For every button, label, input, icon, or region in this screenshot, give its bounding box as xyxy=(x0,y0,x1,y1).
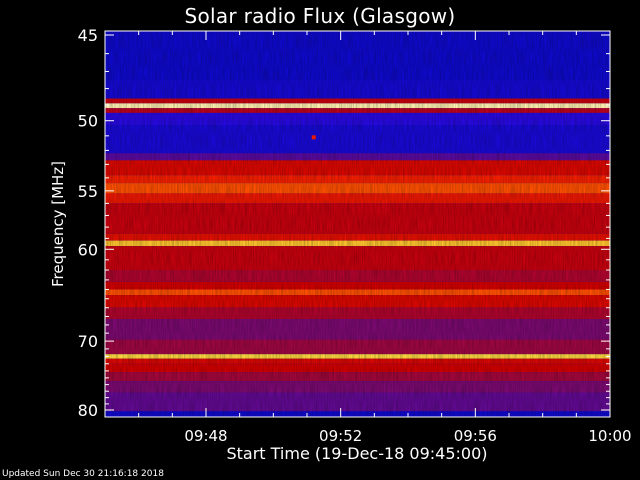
x-tick-label: 09:56 xyxy=(454,427,497,445)
chart-title: Solar radio Flux (Glasgow) xyxy=(184,4,456,28)
y-tick-label: 80 xyxy=(78,401,98,420)
y-tick-label: 55 xyxy=(78,182,98,201)
burst-point xyxy=(311,135,316,140)
x-axis-label: Start Time (19-Dec-18 09:45:00) xyxy=(226,444,488,463)
plot-frame xyxy=(104,30,611,418)
heatmap-overlay xyxy=(311,135,316,140)
x-tick-label: 09:52 xyxy=(319,427,362,445)
axes: 09:48 09:52 09:56 10:00 45 50 55 60 70 80 xyxy=(78,26,632,445)
x-tick-label: 09:48 xyxy=(184,427,227,445)
y-tick-label: 50 xyxy=(78,112,98,131)
y-tick-label: 60 xyxy=(78,240,98,259)
y-tick-label: 45 xyxy=(78,26,98,45)
updated-timestamp: Updated Sun Dec 30 21:16:18 2018 xyxy=(2,469,164,479)
y-tick-label: 70 xyxy=(78,332,98,351)
texture-overlay xyxy=(105,31,610,417)
x-tick-label: 10:00 xyxy=(588,427,631,445)
